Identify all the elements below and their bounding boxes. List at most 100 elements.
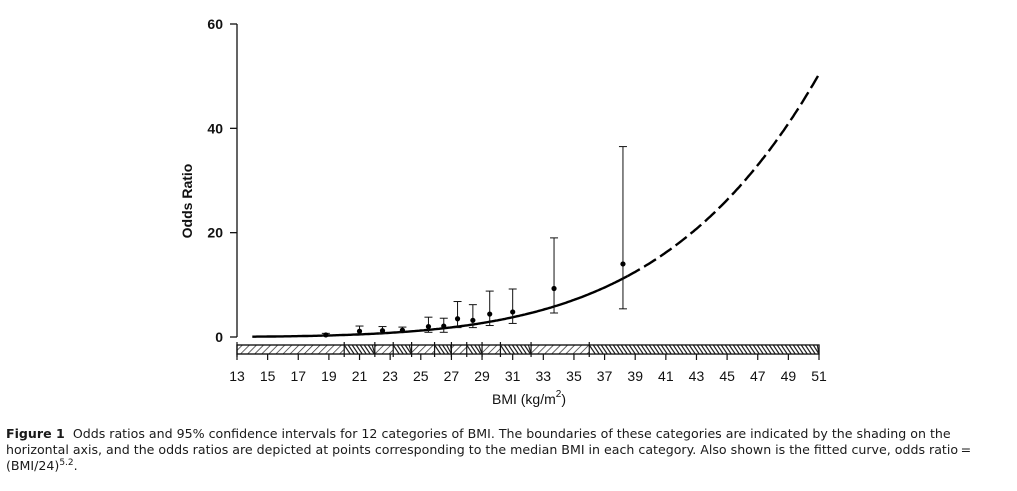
hatch-line [808, 344, 816, 355]
x-axis-title-sup: 2 [556, 389, 562, 400]
data-point-group [398, 326, 407, 333]
hatch-line [616, 344, 624, 355]
hatch-line [503, 344, 511, 355]
data-point-group [424, 316, 433, 333]
hatch-line [800, 344, 808, 355]
data-point [441, 323, 447, 329]
x-tick-label: 35 [566, 368, 582, 384]
hatch-line [523, 344, 531, 355]
hatch-line [728, 344, 736, 355]
category-segment [434, 345, 452, 354]
y-axis: 0 20 40 60 [207, 16, 238, 345]
x-tick-label: 43 [689, 368, 705, 384]
x-tick-label: 13 [229, 368, 245, 384]
category-band-outline [236, 344, 820, 355]
hatch-line [511, 344, 519, 355]
data-point [620, 261, 626, 267]
hatch-line [712, 344, 720, 355]
hatch-line [612, 344, 620, 355]
hatch-line [644, 344, 652, 355]
x-tick-label: 47 [750, 368, 766, 384]
hatch-line [736, 344, 744, 355]
x-tick-label: 25 [413, 368, 429, 384]
data-point-group [355, 325, 364, 335]
hatch-line [668, 344, 676, 355]
hatch-line [628, 344, 636, 355]
hatch-line [700, 344, 708, 355]
data-point-group [485, 290, 494, 327]
x-axis-title: BMI (kg/m2) [492, 389, 566, 407]
data-points-layer [321, 146, 627, 338]
hatch-line [772, 344, 780, 355]
hatch-line [474, 344, 482, 355]
x-tick-label: 39 [627, 368, 643, 384]
hatch-line [704, 344, 712, 355]
data-point-group [508, 288, 517, 324]
x-axis-title-text: BMI (kg/m [492, 391, 556, 407]
category-segment [393, 345, 412, 354]
hatch-line [604, 344, 612, 355]
hatch-line [442, 344, 450, 355]
hatch-line [724, 344, 732, 355]
hatch-line [796, 344, 804, 355]
y-tick-label: 0 [215, 329, 223, 345]
y-tick-label: 20 [207, 225, 223, 241]
figure-label: Figure 1 [6, 426, 65, 441]
hatch-line [600, 344, 608, 355]
category-segment-hatch [588, 344, 820, 355]
hatch-line [696, 344, 704, 355]
hatch-line [648, 344, 656, 355]
hatch-line [499, 344, 507, 355]
hatch-line [470, 344, 478, 355]
hatch-line [640, 344, 648, 355]
hatch-line [752, 344, 760, 355]
hatch-line [656, 344, 664, 355]
x-tick-label: 19 [321, 368, 337, 384]
hatch-line [676, 344, 684, 355]
x-axis: 13 15 17 19 21 23 25 27 29 31 33 35 37 39 41 43 45 47 49 51 [229, 342, 827, 384]
hatch-line [692, 344, 700, 355]
hatch-line [343, 344, 351, 355]
hatch-line [768, 344, 776, 355]
hatch-line [780, 344, 788, 355]
x-tick-label: 51 [811, 368, 827, 384]
figure-caption: Figure 1 Odds ratios and 95% confidence i… [6, 426, 1006, 474]
data-point [399, 327, 406, 333]
data-point [470, 317, 476, 323]
x-tick-label: 15 [260, 368, 276, 384]
hatch-line [760, 344, 768, 355]
hatch-line [664, 344, 672, 355]
odds-ratio-chart: 0 20 40 60 13 15 17 19 21 23 25 27 29 31 33 35 37 39 41 43… [179, 16, 827, 407]
hatch-line [748, 344, 756, 355]
data-point-group [378, 326, 387, 334]
hatch-line [396, 344, 404, 355]
hatch-line [708, 344, 716, 355]
data-point [425, 323, 432, 330]
figure-caption-text: Odds ratios and 95% confidence intervals… [6, 426, 974, 473]
hatch-line [624, 344, 632, 355]
hatch-line [608, 344, 616, 355]
x-tick-label: 41 [658, 368, 674, 384]
hatch-line [519, 344, 527, 355]
hatch-line [720, 344, 728, 355]
category-segment-hatch [343, 344, 376, 355]
x-tick-label: 31 [505, 368, 521, 384]
hatch-line [507, 344, 515, 355]
x-tick-label: 27 [444, 368, 460, 384]
x-axis-title-close: ) [561, 391, 566, 407]
x-tick-label: 49 [781, 368, 797, 384]
figure-caption-exponent: 5.2 [59, 458, 74, 468]
x-tick-label: 37 [597, 368, 613, 384]
hatch-line [347, 344, 355, 355]
hatch-line [355, 344, 363, 355]
hatch-line [784, 344, 792, 355]
data-point [356, 328, 363, 334]
figure-caption-end: . [73, 458, 78, 473]
hatch-line [592, 344, 600, 355]
fitted-curve-dashed [627, 73, 821, 278]
hatch-line [740, 344, 748, 355]
hatch-line [744, 344, 752, 355]
hatch-line [400, 344, 408, 355]
hatch-line [438, 344, 446, 355]
hatch-line [632, 344, 640, 355]
